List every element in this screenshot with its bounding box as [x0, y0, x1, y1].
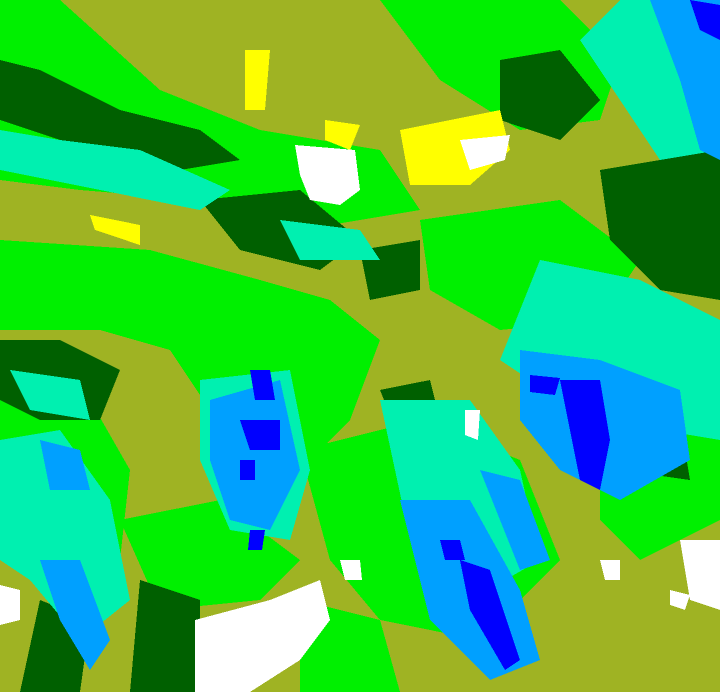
white-regions: [0, 135, 720, 692]
blue-regions: [240, 0, 720, 670]
